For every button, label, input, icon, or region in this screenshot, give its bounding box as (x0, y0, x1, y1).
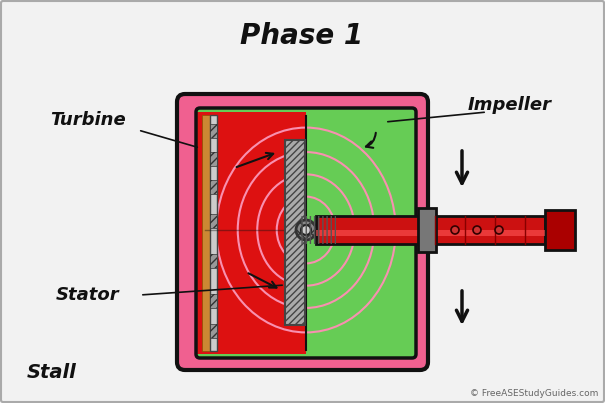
Bar (202, 115, 210, 351)
Circle shape (473, 226, 481, 234)
Text: © FreeASEStudyGuides.com: © FreeASEStudyGuides.com (469, 390, 598, 399)
Bar (301, 216, 336, 244)
Bar (210, 324, 217, 338)
Bar (195, 112, 306, 354)
Bar (210, 324, 217, 338)
Bar (210, 152, 217, 166)
Bar (285, 140, 305, 325)
FancyBboxPatch shape (177, 94, 428, 370)
Bar (285, 140, 305, 325)
Bar (210, 214, 217, 228)
Text: Stator: Stator (56, 286, 120, 304)
Text: Stall: Stall (27, 363, 77, 382)
Bar (210, 254, 217, 268)
Circle shape (301, 225, 311, 235)
Circle shape (451, 226, 459, 234)
Bar (210, 214, 217, 228)
Bar (210, 294, 217, 308)
FancyBboxPatch shape (196, 108, 416, 358)
Bar (210, 294, 217, 308)
Bar (210, 254, 217, 268)
Text: Impeller: Impeller (468, 96, 552, 114)
Text: Phase 1: Phase 1 (240, 22, 364, 50)
Text: Turbine: Turbine (50, 111, 126, 129)
Bar (210, 124, 217, 138)
Circle shape (495, 226, 503, 234)
Bar (210, 124, 217, 138)
Bar (316, 230, 545, 236)
Bar (210, 152, 217, 166)
Bar (210, 115, 217, 351)
Bar (210, 180, 217, 194)
Bar (210, 180, 217, 194)
Bar (316, 216, 545, 244)
Circle shape (296, 220, 316, 240)
Bar (545, 210, 575, 250)
Bar (418, 208, 436, 252)
